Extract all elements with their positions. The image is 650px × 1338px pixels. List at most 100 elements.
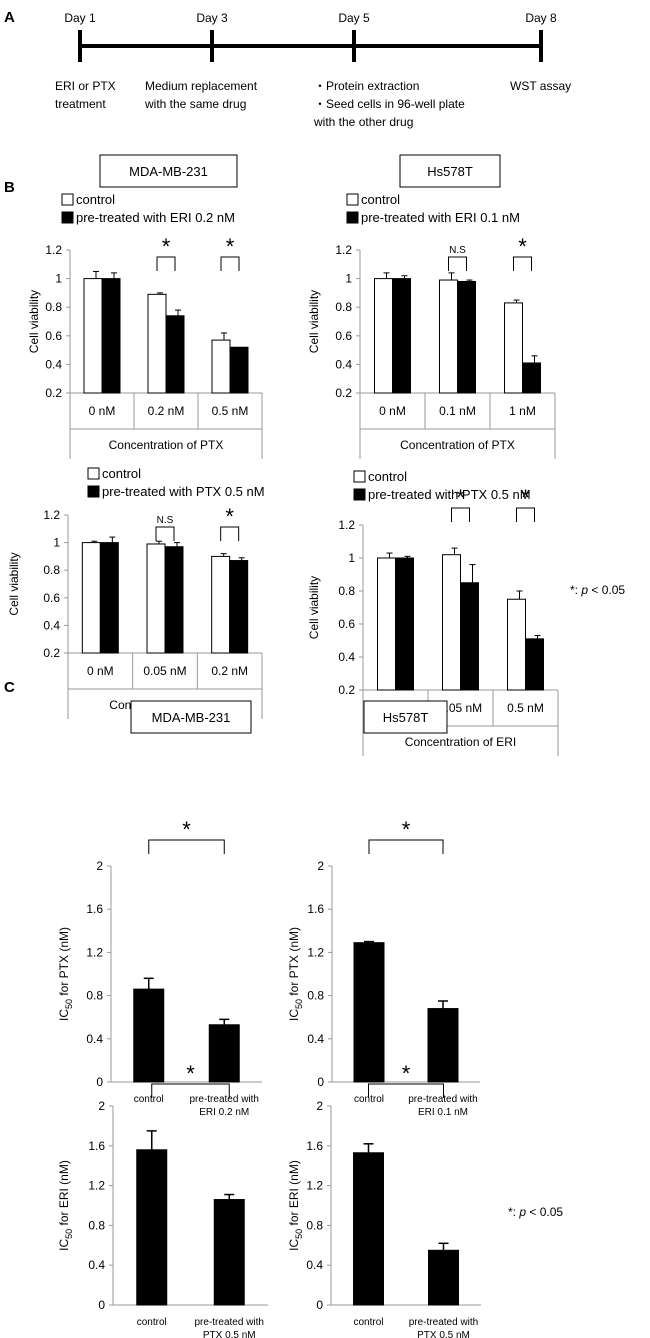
cell-line-label: Hs578T [383, 710, 429, 725]
y-tick-label: 0.4 [306, 1258, 323, 1272]
legend-label: pre-treated with PTX 0.5 nM [102, 484, 265, 499]
y-tick-label: 0.6 [43, 591, 60, 605]
x-tick-label: PTX 0.5 nM [417, 1330, 470, 1338]
y-tick-label: 0.4 [43, 618, 60, 632]
bar-pretreated [522, 362, 541, 394]
significance-bracket [151, 1083, 230, 1098]
y-tick-label: 0.8 [43, 563, 60, 577]
legend-label: control [76, 192, 115, 207]
cell-line-box [399, 154, 501, 188]
cell-line-box [99, 154, 238, 188]
bar-pretreated [99, 542, 119, 654]
bar [353, 1152, 384, 1306]
y-axis-label: IC50 for PTX (nM) [287, 927, 304, 1021]
x-tick-label: 1 nM [509, 404, 536, 418]
bar [136, 1149, 168, 1306]
y-tick-label: 1.2 [86, 945, 103, 959]
y-tick-label: 0.6 [338, 617, 355, 631]
significance-mark: * [186, 1061, 195, 1086]
y-tick-label: 0.8 [338, 584, 355, 598]
x-tick-label: 0.5 nM [507, 701, 544, 715]
y-tick-label: 2 [317, 859, 324, 873]
bar-pretreated [101, 278, 121, 394]
y-tick-label: 0.8 [88, 1218, 105, 1232]
x-tick-label: pre-treated with [190, 1094, 259, 1105]
cell-line-label: Hs578T [427, 164, 473, 179]
chart-b3: control pre-treated with PTX 0.5 nM 0.2 0.4… [7, 466, 265, 719]
x-tick-label: 0.2 nM [148, 404, 185, 418]
y-tick-label: 0.4 [338, 650, 355, 664]
legend-label: control [102, 466, 141, 481]
x-axis-label: Concentration of PTX [400, 438, 515, 452]
y-tick-label: 1 [53, 536, 60, 550]
x-tick-label: control [354, 1094, 384, 1105]
y-tick-label: 1 [345, 272, 352, 286]
bar-control [83, 278, 103, 394]
y-axis-label: Cell viability [307, 576, 321, 639]
y-tick-label: 0.2 [338, 683, 355, 697]
bar-pretreated [164, 546, 184, 654]
timeline-day-label: Day 3 [196, 11, 228, 25]
bar [427, 1008, 459, 1083]
significance-bracket [220, 526, 240, 541]
significance-bracket [155, 526, 175, 541]
y-tick-label: 0.4 [45, 357, 62, 371]
x-tick-label: 0.1 nM [439, 404, 476, 418]
y-tick-label: 0.8 [45, 300, 62, 314]
legend-label: pre-treated with PTX 0.5 nM [368, 487, 531, 502]
legend-label: control [368, 469, 407, 484]
timeline-event-label: Medium replacement [145, 79, 258, 93]
significance-mark: N.S [449, 245, 466, 256]
y-tick-label: 1.2 [45, 243, 62, 257]
bar [208, 1024, 240, 1083]
timeline-day-label: Day 5 [338, 11, 370, 25]
y-tick-label: 2 [98, 1099, 105, 1113]
y-tick-label: 0 [317, 1075, 324, 1089]
legend-label: control [361, 192, 400, 207]
y-tick-label: 1.2 [306, 1179, 323, 1193]
x-tick-label: 0.05 nM [439, 701, 482, 715]
chart-b2: Hs578T control pre-treated with ERI 0.1 nM… [307, 154, 556, 459]
x-tick-label: 0.2 nM [211, 664, 248, 678]
significance-mark: * [182, 817, 191, 842]
y-tick-label: 0 [96, 1075, 103, 1089]
y-tick-label: 0 [316, 1298, 323, 1312]
bar-pretreated [460, 582, 479, 691]
significance-bracket [516, 507, 535, 522]
y-tick-label: 0.8 [306, 1218, 323, 1232]
y-tick-label: 1 [55, 272, 62, 286]
significance-bracket [156, 256, 176, 271]
y-axis-label: IC50 for ERI (nM) [57, 1160, 74, 1251]
bar-control [374, 278, 393, 394]
legend-label: pre-treated with ERI 0.2 nM [76, 210, 235, 225]
bar-control [507, 598, 526, 691]
significance-mark: * [521, 485, 530, 510]
y-tick-label: 0 [98, 1298, 105, 1312]
legend-swatch [61, 193, 74, 206]
legend-swatch [87, 485, 100, 498]
bar-pretreated [165, 315, 185, 394]
significance-mark: * [402, 1061, 411, 1086]
y-tick-label: 0.2 [45, 386, 62, 400]
y-tick-label: 0.4 [335, 357, 352, 371]
y-tick-label: 2 [96, 859, 103, 873]
timeline-event-label: ・Protein extraction [314, 79, 419, 93]
x-tick-label: pre-treated with [408, 1094, 477, 1105]
legend-label: pre-treated with ERI 0.1 nM [361, 210, 520, 225]
x-axis-label: Concentration of PTX [109, 438, 224, 452]
chart-c2: Hs578T 0 0.4 0.8 1.2 1.6 2 IC50 for PTX (nM) con… [287, 700, 480, 1118]
significance-mark: * [225, 504, 234, 529]
y-tick-label: 0.4 [88, 1258, 105, 1272]
y-axis-label: Cell viability [27, 290, 41, 353]
significance-bracket [368, 1083, 444, 1098]
x-tick-label: control [353, 1317, 383, 1328]
bar-control [146, 543, 166, 654]
x-tick-label: ERI 0.1 nM [418, 1107, 468, 1118]
panel-label-c: C [4, 679, 15, 696]
y-tick-label: 0.6 [335, 329, 352, 343]
timeline-event-label: with the other drug [313, 115, 413, 129]
legend-swatch [353, 470, 366, 483]
chart-b1: MDA-MB-231 control pre-treated with ERI 0.… [27, 154, 263, 459]
significance-bracket [513, 256, 532, 271]
